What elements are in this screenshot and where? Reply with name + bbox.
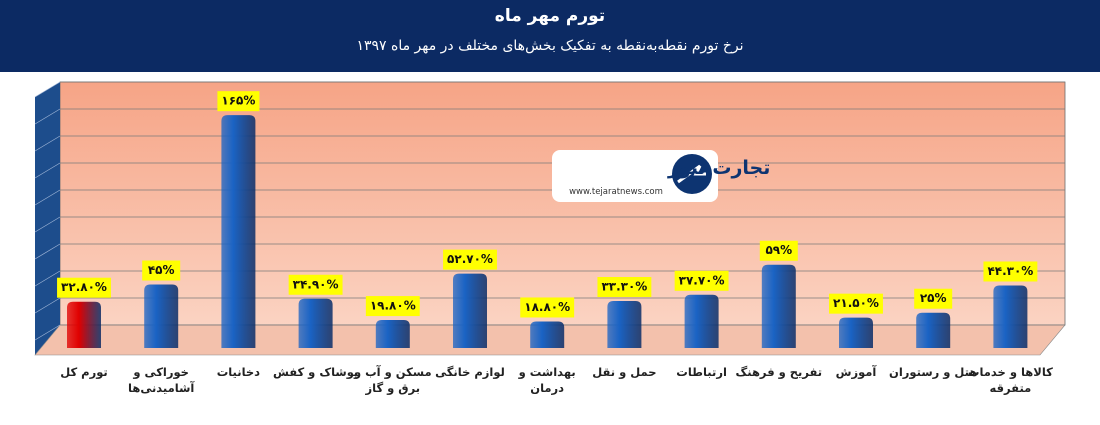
value-label: ۵۹% <box>765 243 792 257</box>
value-label-box <box>365 296 420 317</box>
value-label: ۴۴.۳۰% <box>987 264 1033 278</box>
bar <box>221 115 256 348</box>
chart-subtitle: نرخ تورم نقطه‌به‌نقطه به تفکیک بخش‌های م… <box>356 38 744 54</box>
bar <box>67 301 101 348</box>
x-tick-label: تفریح و فرهنگ <box>735 365 823 379</box>
x-tick-label: پوشاک و کفش <box>272 365 359 379</box>
x-tick-label: حمل و نقل <box>592 365 657 379</box>
value-label: ۱۸.۸۰% <box>524 300 570 314</box>
value-label: ۳۴.۹۰% <box>293 277 339 291</box>
bar <box>684 294 719 348</box>
bar <box>144 284 179 348</box>
side-grid-line <box>34 270 61 287</box>
bar <box>298 298 333 348</box>
chart: ۳۲.۸۰% ۴۵% ۱۶۵% ۳۴.۹۰% ۱۹.۸۰% ۵۲.۷۰% ۱۸.۸۰% ۳۳.… <box>34 81 1066 356</box>
side-grid-line <box>34 162 61 179</box>
bars: ۳۲.۸۰% ۴۵% ۱۶۵% ۳۴.۹۰% ۱۹.۸۰% ۵۲.۷۰% ۱۸.۸۰% ۳۳.… <box>57 91 1038 348</box>
x-tick-label: خوراکی و آشامیدنی‌ها <box>128 365 195 395</box>
value-label-box <box>217 91 260 112</box>
bar <box>607 301 642 348</box>
side-wall <box>35 82 60 355</box>
value-label: ۱۹.۸۰% <box>370 299 416 313</box>
value-label-box <box>829 293 883 314</box>
x-tick-label: آموزش <box>835 365 877 379</box>
watermark-name: تجارت نیوز <box>667 157 770 179</box>
value-label-box <box>674 270 729 291</box>
x-tick-label: مسکن و آب و برق و گاز <box>353 365 432 395</box>
value-label: ۲۱.۵۰% <box>833 296 879 310</box>
value-label: ۳۲.۸۰% <box>61 280 107 294</box>
value-label-box <box>520 297 575 318</box>
x-tick-label: تورم کل <box>60 365 108 379</box>
value-label-box <box>57 277 111 298</box>
bar <box>916 312 951 348</box>
bar <box>761 264 796 348</box>
side-grid-line <box>34 135 61 152</box>
x-tick-label: هتل و رستوران <box>889 365 978 379</box>
bar <box>453 273 487 348</box>
x-tick-label: ارتباطات <box>676 365 727 379</box>
x-tick-label: دخانیات <box>216 365 261 379</box>
value-label-box <box>914 288 953 309</box>
x-tick-label: لوازم خانگی <box>435 365 505 379</box>
value-label: ۳۳.۳۰% <box>601 280 647 294</box>
bar <box>530 321 565 348</box>
value-label: ۳۷.۷۰% <box>679 273 725 287</box>
x-tick-label: بهداشت و درمان <box>518 365 576 395</box>
watermark-url: www.tejaratnews.com <box>569 187 663 197</box>
side-grid-line <box>34 297 61 314</box>
header: تورم مهر ماه نرخ تورم نقطه‌به‌نقطه به تف… <box>0 0 1100 72</box>
x-tick-label: کالاها و خدمات متفرقه <box>967 365 1053 395</box>
value-label: ۲۵% <box>920 291 947 305</box>
value-label-box <box>142 260 181 281</box>
side-grid-line <box>34 189 61 206</box>
watermark-arrow <box>677 164 706 184</box>
value-label-box <box>597 277 652 298</box>
side-grid-line <box>34 81 61 98</box>
value-label-box <box>288 274 343 295</box>
chart-title: تورم مهر ماه <box>494 6 606 26</box>
value-label-box <box>759 240 798 261</box>
value-label-box <box>983 261 1038 282</box>
value-label: ۴۵% <box>148 263 175 277</box>
bar <box>375 320 410 348</box>
value-label: ۵۲.۷۰% <box>447 252 493 266</box>
bar <box>993 285 1028 348</box>
watermark-icon <box>672 154 712 194</box>
bar <box>839 317 873 348</box>
watermark: تجارت نیوز www.tejaratnews.com <box>552 150 770 202</box>
side-grid-line <box>34 108 61 125</box>
side-grid-line <box>34 216 61 233</box>
side-grid-line <box>34 243 61 260</box>
side-grid-line <box>34 324 61 341</box>
value-label: ۱۶۵% <box>221 94 255 108</box>
back-wall <box>59 81 1066 326</box>
value-label-box <box>443 249 497 270</box>
